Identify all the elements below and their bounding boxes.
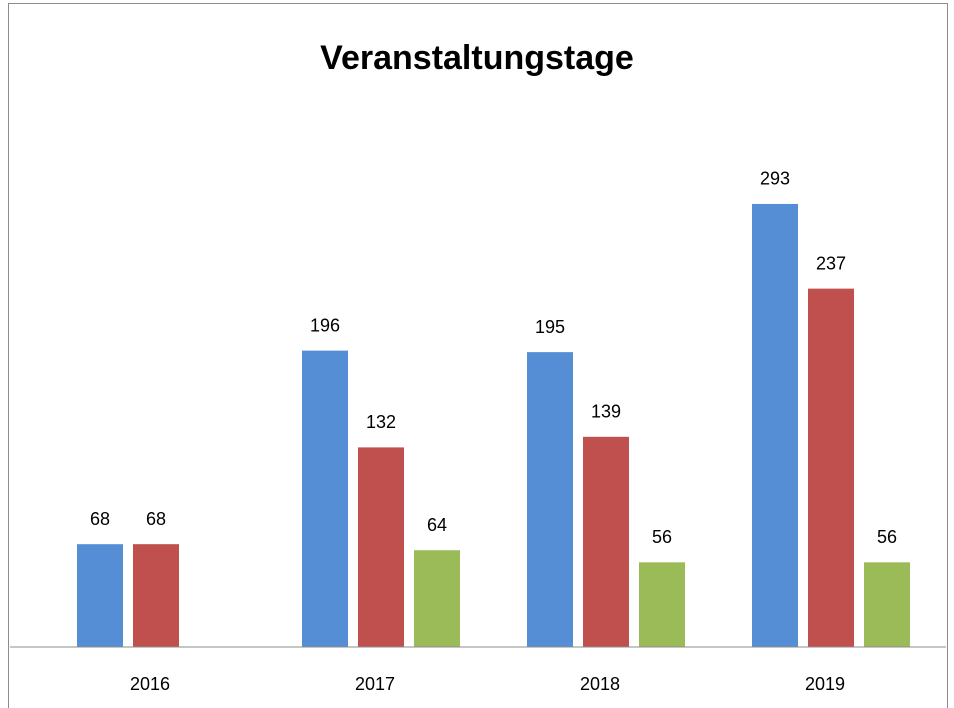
data-label: 56 [652,527,672,547]
data-label: 293 [760,169,790,189]
bar [808,288,854,647]
bar [414,550,460,647]
data-label: 64 [427,515,447,535]
bar [639,562,685,647]
data-label: 195 [535,317,565,337]
x-tick-label: 2018 [580,674,620,694]
data-label: 68 [90,509,110,529]
x-tick-label: 2019 [805,674,845,694]
data-label: 56 [877,527,897,547]
bar [77,544,123,647]
bar [358,447,404,647]
x-tick-label: 2017 [355,674,395,694]
bar [752,203,798,647]
data-label: 196 [310,315,340,335]
bar [302,350,348,647]
bar [133,544,179,647]
data-label: 68 [146,509,166,529]
bar [864,562,910,647]
chart-title: Veranstaltungstage [320,39,634,77]
data-label: 237 [816,253,846,273]
data-label: 139 [591,402,621,422]
x-tick-label: 2016 [130,674,170,694]
bar [583,436,629,647]
bar [527,352,573,647]
data-label: 132 [366,412,396,432]
